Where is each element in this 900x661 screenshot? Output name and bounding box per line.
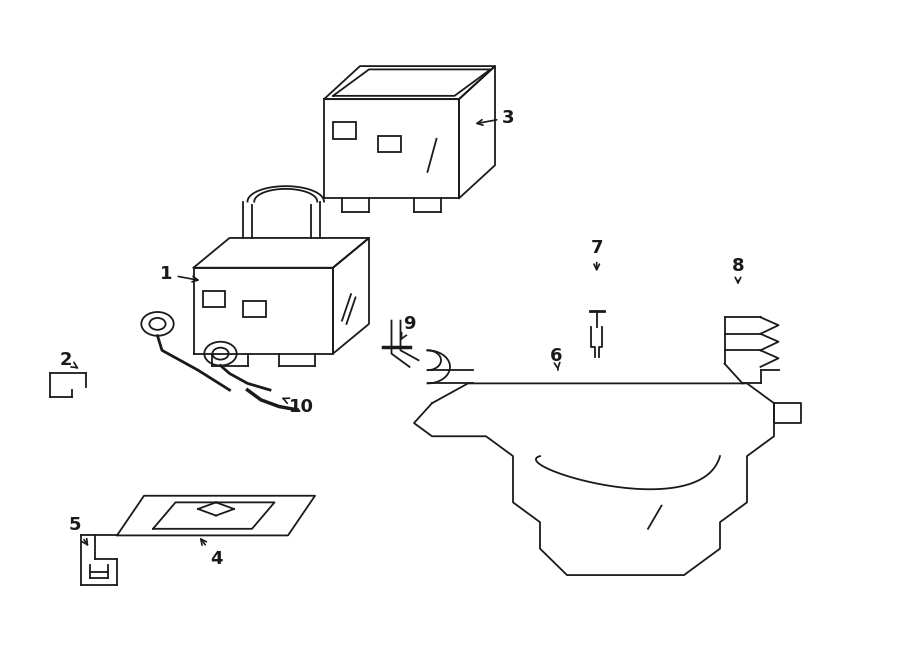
Text: 1: 1 [160, 265, 198, 284]
Text: 4: 4 [201, 539, 222, 568]
Text: 7: 7 [590, 239, 603, 270]
Text: 8: 8 [732, 256, 744, 283]
Text: 9: 9 [401, 315, 416, 339]
Text: 5: 5 [68, 516, 87, 545]
Bar [243, 301, 266, 317]
Bar [202, 291, 225, 307]
Bar [333, 122, 356, 139]
Bar [378, 136, 400, 152]
Text: 10: 10 [283, 397, 314, 416]
Text: 2: 2 [59, 351, 77, 369]
Text: 3: 3 [477, 108, 515, 127]
Text: 6: 6 [550, 346, 562, 370]
